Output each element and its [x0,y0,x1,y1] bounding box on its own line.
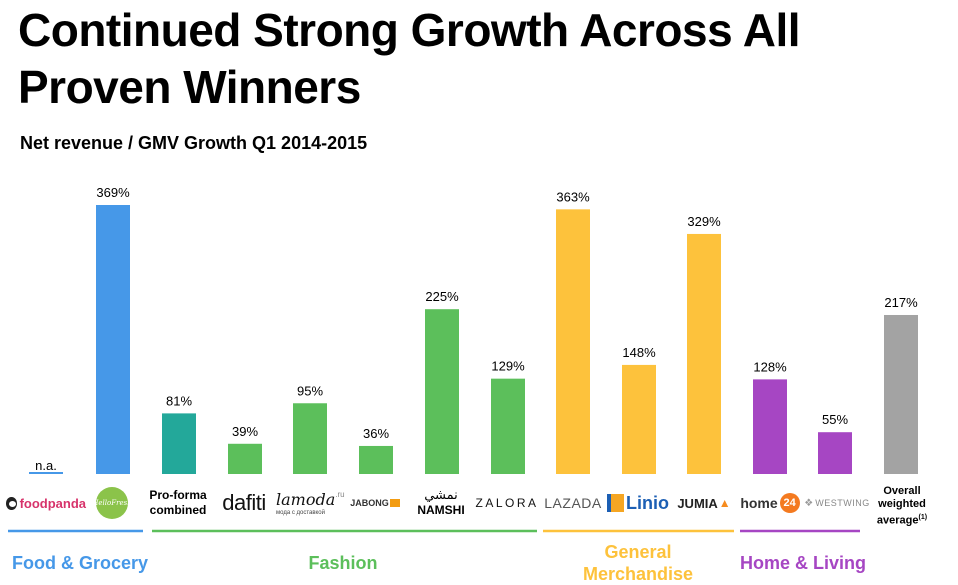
bar [818,432,852,472]
jabong-wordmark: JABONG [350,498,389,508]
group-label-fashion: Fashion [308,553,378,573]
bar [556,209,590,472]
bar [753,379,787,472]
home24-wordmark: home [740,495,778,511]
data-label: 129% [491,359,525,374]
bar [162,413,196,472]
bar [359,445,393,472]
logo-linio: Linio [607,486,669,520]
westwing-wordmark: WESTWING [815,498,870,508]
jumia-wordmark: JUMIA [677,495,718,511]
proforma-line1: Pro-forma [149,488,207,502]
logo-lazada: LAZADA [544,486,602,520]
hellofresh-wordmark: HelloFresh [92,499,132,507]
logo-namshi: نمشي NAMSHI [410,486,472,520]
zalora-wordmark: ZALORA [475,496,539,510]
lamoda-tagline: мода с доставкой [276,510,325,516]
logo-jumia: JUMIA ▲ [672,486,736,520]
logo-jabong: JABONG [347,486,403,520]
group-label-food-grocery: Food & Grocery [11,553,149,573]
logo-westwing: ❖ WESTWING [804,486,870,520]
data-label: 39% [232,424,258,439]
home24-badge: 24 [779,493,800,513]
data-label: 95% [297,383,323,398]
overall-line1: Overall [883,484,921,497]
group-label-home-living: Home & Living [739,553,866,573]
data-label: 81% [166,393,192,408]
data-label: 369% [96,185,130,200]
group-label-general-merchandise: General Merchandise [558,541,718,585]
bar [96,205,130,472]
bar [687,233,721,472]
bar [228,443,262,472]
lamoda-wordmark: lamoda [276,490,336,509]
logo-dafiti: dafiti [214,486,274,520]
logo-lamoda: lamoda.ru мода с доставкой [276,486,345,520]
bar [293,403,327,472]
data-label: 363% [556,189,590,204]
panda-icon [6,496,17,510]
data-label: 225% [425,289,459,304]
data-label: 36% [363,426,389,441]
namshi-arabic: نمشي [424,488,458,503]
lamoda-domain: .ru [335,490,345,499]
logo-home24: home 24 [737,486,803,520]
namshi-wordmark: NAMSHI [417,503,465,517]
bar [491,378,525,472]
page-title: Continued Strong Growth Across All Prove… [18,4,801,113]
proforma-line2: combined [149,503,207,517]
overall-footnote: (1) [918,513,928,521]
overall-line3: average [876,514,919,527]
lazada-wordmark: LAZADA [544,495,602,511]
jumia-cart-icon: ▲ [718,496,731,510]
data-label: 329% [687,214,721,229]
bar [425,309,459,472]
logo-zalora: ZALORA [474,486,540,520]
logo-foodpanda: foodpanda [6,486,86,520]
bar [884,314,918,472]
foodpanda-wordmark: foodpanda [19,495,86,511]
group-label-general-line2: Merchandise [582,564,694,584]
data-label: 128% [753,359,787,374]
data-label: 217% [884,295,918,310]
data-label: 148% [622,345,656,360]
logo-hellofresh: HelloFresh [92,486,132,520]
linio-wordmark: Linio [626,492,669,513]
westwing-wings-icon: ❖ [804,497,814,509]
data-label: 55% [822,412,848,427]
hellofresh-badge: HelloFresh [92,487,132,519]
chart-subtitle: Net revenue / GMV Growth Q1 2014-2015 [20,133,368,153]
logo-overall-average: Overall weighted average(1) [868,484,936,527]
data-label: n.a. [35,458,57,473]
linio-cube-icon [607,494,624,512]
bar [622,364,656,472]
overall-line2: weighted [878,497,926,510]
dafiti-wordmark: dafiti [222,490,266,515]
logo-proforma: Pro-forma combined [146,486,210,520]
group-label-general-line1: General [604,542,672,562]
jabong-tag-icon [389,499,400,507]
